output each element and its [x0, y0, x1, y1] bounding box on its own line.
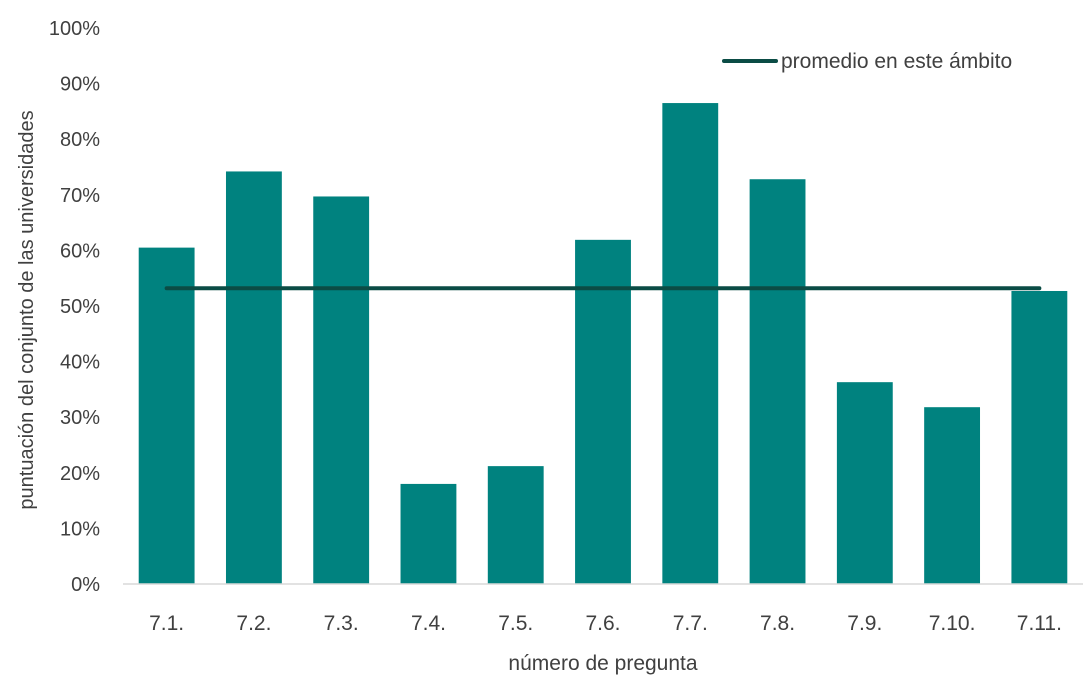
- y-tick-label: 70%: [60, 185, 100, 207]
- y-tick-labels: 0% 10% 20% 30% 40% 50% 60% 70% 80% 90% 100%: [49, 18, 100, 596]
- bar-3: [313, 196, 370, 584]
- x-tick-label: 7.2.: [236, 612, 271, 635]
- bar-10: [924, 407, 981, 584]
- y-tick-label: 50%: [60, 296, 100, 318]
- y-tick-label: 90%: [60, 74, 100, 96]
- y-tick-label: 40%: [60, 352, 100, 374]
- x-tick-label: 7.10.: [929, 612, 976, 635]
- bar-1: [138, 247, 195, 584]
- y-tick-label: 0%: [71, 574, 100, 596]
- bar-5: [487, 466, 544, 584]
- x-tick-label: 7.1.: [149, 612, 184, 635]
- bar-9: [836, 382, 893, 584]
- y-tick-label: 60%: [60, 240, 100, 262]
- x-tick-label: 7.11.: [1017, 612, 1062, 635]
- x-tick-label: 7.8.: [760, 612, 795, 635]
- y-tick-label: 30%: [60, 407, 100, 429]
- y-tick-label: 20%: [60, 463, 100, 485]
- x-tick-label: 7.3.: [324, 612, 359, 635]
- bar-7: [662, 103, 719, 584]
- bar-11: [1011, 290, 1068, 584]
- x-tick-label: 7.5.: [498, 612, 533, 635]
- x-tick-label: 7.4.: [411, 612, 446, 635]
- bar-6: [575, 239, 631, 584]
- bar-8: [749, 179, 806, 584]
- x-tick-label: 7.9.: [847, 612, 882, 635]
- x-tick-label: 7.6.: [585, 612, 620, 635]
- y-tick-label: 100%: [49, 18, 100, 40]
- legend-label: promedio en este ámbito: [781, 50, 1012, 73]
- x-tick-label: 7.7.: [673, 612, 708, 635]
- y-axis-title: puntuación del conjunto de las universid…: [16, 110, 38, 509]
- x-tick-labels: 7.1. 7.2. 7.3. 7.4. 7.5. 7.6. 7.7. 7.8. 7.9. 7.10…: [149, 612, 1062, 635]
- y-tick-label: 10%: [60, 518, 100, 540]
- legend: promedio en este ámbito: [722, 50, 1012, 73]
- bars-group: [138, 103, 1068, 584]
- x-axis-title: número de pregunta: [508, 652, 697, 675]
- y-tick-label: 80%: [60, 129, 100, 151]
- bar-4: [400, 483, 457, 584]
- bar-2: [225, 171, 282, 584]
